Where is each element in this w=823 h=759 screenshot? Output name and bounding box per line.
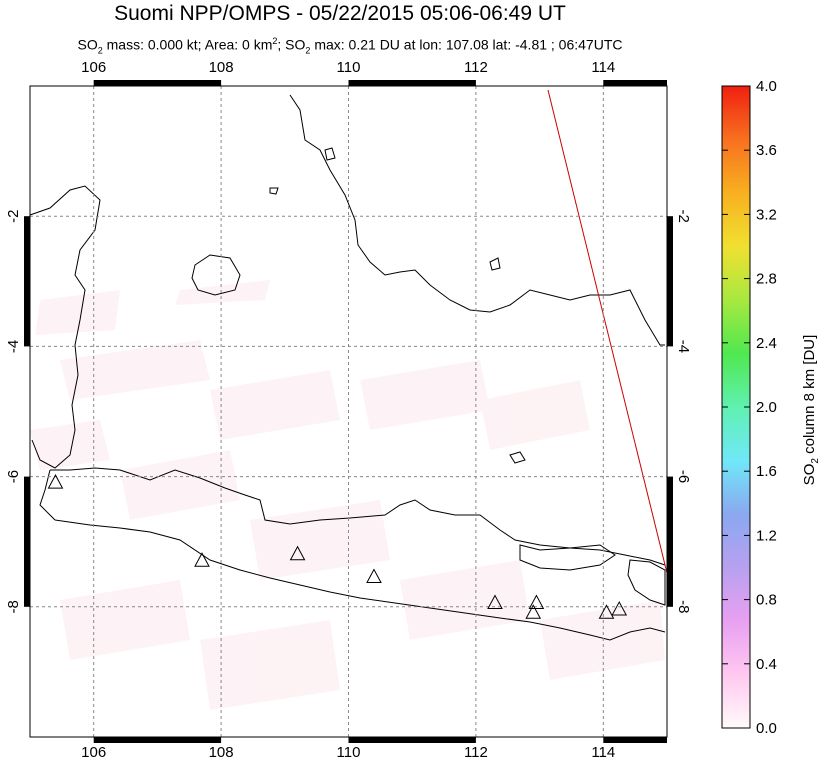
lat-tick-label: -6 (675, 470, 692, 483)
frame-segment (24, 216, 30, 347)
lat-tick-label: -2 (675, 210, 692, 223)
triangle-icon (47, 474, 64, 489)
frame-segment (24, 476, 30, 607)
lon-tick-label: 114 (591, 59, 615, 76)
cb-tick-label: 0.8 (756, 592, 777, 609)
subtitle-sup: 2 (272, 36, 278, 46)
map-subtitle: SO2 mass: 0.000 kt; Area: 0 km2; SO2 max… (0, 36, 700, 55)
subtitle-sub: 2 (305, 45, 311, 56)
frame-segment (667, 476, 673, 607)
triangle-icon (598, 604, 615, 619)
lat-tick-label: -4 (675, 340, 692, 353)
cb-label-sub: 2 (810, 458, 821, 464)
lat-tick-label: -4 (5, 340, 22, 353)
triangle-icon (366, 568, 382, 584)
coastline (29, 94, 666, 641)
frame-segment (603, 80, 667, 86)
lon-tick-label: 106 (81, 744, 106, 759)
graticule (30, 86, 667, 737)
subtitle-part: max: 0.21 DU at lon: 107.08 lat: -4.81 ;… (310, 36, 623, 53)
frame-segment (348, 80, 476, 86)
subtitle-part: SO (77, 36, 98, 53)
cb-tick-label: 2.4 (756, 335, 777, 352)
frame-segment (348, 737, 476, 743)
lat-tick-label: -2 (5, 210, 22, 223)
lon-tick-label: 108 (209, 744, 234, 759)
subtitle-part: mass: 0.000 kt; Area: 0 km (102, 36, 273, 53)
cb-tick-label: 0.0 (756, 720, 777, 737)
colorbar-label: SO2 column 8 km [DU] (801, 335, 821, 486)
triangle-icon (525, 604, 542, 619)
triangle-icon (528, 594, 545, 610)
subtitle-sub: 2 (97, 45, 103, 56)
volcano-markers (47, 474, 628, 619)
triangle-icon (487, 594, 503, 610)
subtitle-part: ; SO (277, 36, 306, 53)
frame-segment (667, 216, 673, 347)
lat-tick-label: -6 (5, 470, 22, 483)
frame-segment (93, 80, 222, 86)
cb-tick-label: 3.6 (756, 142, 777, 159)
cb-tick-label: 1.6 (756, 463, 777, 480)
triangle-icon (289, 545, 306, 561)
lon-tick-label: 106 (81, 59, 106, 76)
triangle-icon (611, 601, 628, 616)
triangle-icon (194, 552, 210, 567)
cb-tick-label: 2.0 (756, 399, 777, 416)
lon-tick-label: 110 (337, 59, 361, 76)
map-frame (24, 80, 673, 743)
cb-label-part: SO (801, 464, 818, 486)
lon-tick-label: 110 (337, 744, 361, 759)
lon-tick-label: 112 (464, 59, 488, 76)
colorbar-ticks: 0.0 0.4 0.8 1.2 1.6 2.0 2.4 2.8 3.2 3.6 4.0 (722, 78, 777, 737)
lon-tick-label: 112 (464, 744, 488, 759)
colorbar: 0.0 0.4 0.8 1.2 1.6 2.0 2.4 2.8 3.2 3.6 4.0 SO2 co… (721, 78, 821, 737)
orbit-edge-line (547, 89, 668, 574)
lat-tick-label: -8 (675, 600, 692, 613)
cb-label-part: column 8 km [DU] (801, 335, 818, 458)
axis-ticks: 106 106 108 108 110 110 112 112 114 114 -2 -2 -4 -4 -6… (5, 59, 692, 759)
lon-tick-label: 108 (209, 59, 234, 76)
cb-tick-label: 3.2 (756, 206, 777, 223)
cb-tick-label: 1.2 (756, 527, 777, 544)
cb-tick-label: 0.4 (756, 656, 777, 673)
frame-segment (93, 737, 222, 743)
frame-segment (603, 737, 667, 743)
so2-swath (30, 280, 665, 710)
lon-tick-label: 114 (591, 744, 615, 759)
cb-tick-label: 2.8 (756, 271, 777, 288)
cb-tick-label: 4.0 (756, 78, 777, 95)
page-title: Suomi NPP/OMPS - 05/22/2015 05:06-06:49 … (114, 2, 566, 25)
lat-tick-label: -8 (5, 600, 22, 613)
